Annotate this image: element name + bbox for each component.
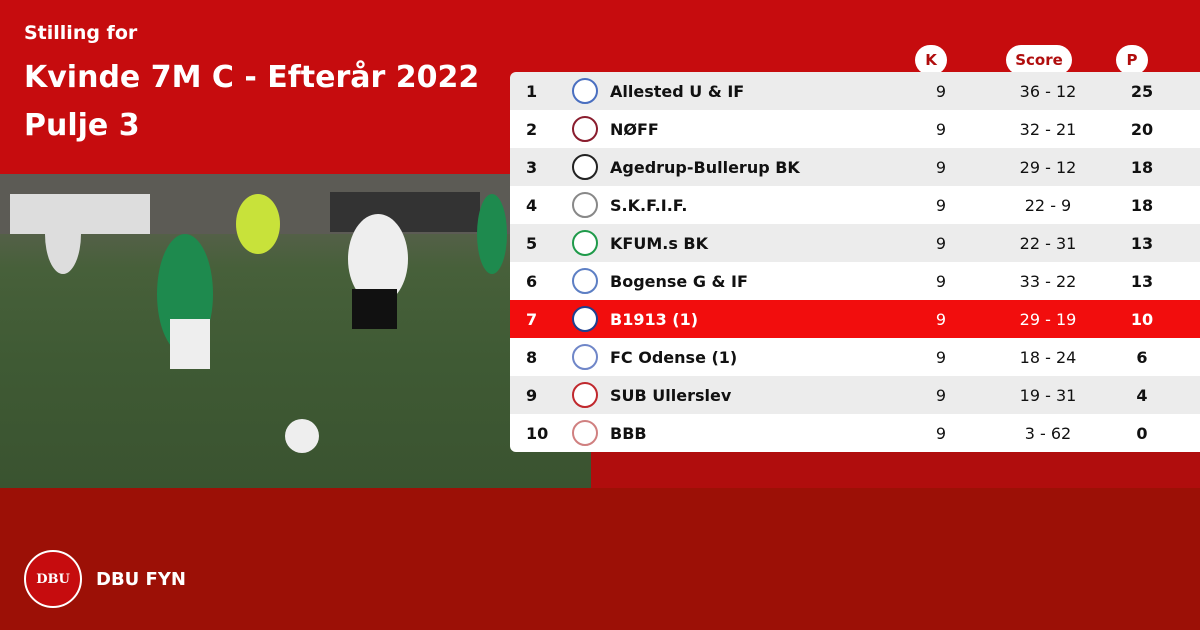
position: 1 — [526, 81, 538, 101]
matches-played: 9 — [935, 81, 947, 101]
matches-played: 9 — [935, 309, 947, 329]
points: 4 — [1136, 385, 1148, 405]
team-name: Allested U & IF — [610, 81, 745, 101]
team-name: NØFF — [610, 119, 659, 139]
position: 8 — [526, 347, 538, 367]
column-header-p: P — [1116, 45, 1148, 75]
points: 6 — [1136, 347, 1148, 367]
brand-name: DBU FYN — [96, 568, 186, 590]
position: 2 — [526, 119, 538, 139]
team-name: KFUM.s BK — [610, 233, 709, 253]
position: 9 — [526, 385, 538, 405]
team-name: BBB — [610, 423, 647, 443]
team-logo-icon — [560, 268, 610, 294]
team-logo-icon — [560, 154, 610, 180]
position: 10 — [526, 423, 549, 443]
goal-score: 19 - 31 — [1019, 385, 1077, 405]
points: 25 — [1130, 81, 1154, 101]
team-logo-icon — [560, 382, 610, 408]
goal-score: 29 - 19 — [1019, 309, 1077, 329]
table-row[interactable]: 10 BBB 9 3 - 62 0 — [510, 414, 1200, 452]
table-row[interactable]: 5 KFUM.s BK 9 22 - 31 13 — [510, 224, 1200, 262]
matches-played: 9 — [935, 423, 947, 443]
goal-score: 18 - 24 — [1019, 347, 1077, 367]
goal-score: 33 - 22 — [1019, 271, 1077, 291]
goal-score: 32 - 21 — [1019, 119, 1077, 139]
football-players-image — [0, 174, 591, 453]
matches-played: 9 — [935, 347, 947, 367]
table-row[interactable]: 7 B1913 (1) 9 29 - 19 10 — [510, 300, 1200, 338]
points: 10 — [1130, 309, 1154, 329]
goal-score: 36 - 12 — [1019, 81, 1077, 101]
dbu-logo: DBU — [24, 550, 82, 608]
team-name: S.K.F.I.F. — [610, 195, 688, 215]
table-row[interactable]: 3 Agedrup-Bullerup BK 9 29 - 12 18 — [510, 148, 1200, 186]
team-logo-icon — [560, 78, 610, 104]
team-name: B1913 (1) — [610, 309, 699, 329]
goal-score: 22 - 9 — [1024, 195, 1072, 215]
footer-brand: DBU DBU FYN — [24, 550, 186, 608]
matches-played: 9 — [935, 385, 947, 405]
table-row[interactable]: 2 NØFF 9 32 - 21 20 — [510, 110, 1200, 148]
goal-score: 29 - 12 — [1019, 157, 1077, 177]
title-line-2: Pulje 3 — [24, 108, 140, 143]
position: 7 — [526, 309, 538, 329]
team-logo-icon — [560, 192, 610, 218]
team-logo-icon — [560, 344, 610, 370]
team-logo-icon — [560, 306, 610, 332]
standings-table: 1 Allested U & IF 9 36 - 12 25 2 NØFF 9 3… — [510, 72, 1200, 452]
team-name: Agedrup-Bullerup BK — [610, 157, 800, 177]
matches-played: 9 — [935, 157, 947, 177]
table-row[interactable]: 4 S.K.F.I.F. 9 22 - 9 18 — [510, 186, 1200, 224]
matches-played: 9 — [935, 119, 947, 139]
goal-score: 22 - 31 — [1019, 233, 1077, 253]
team-logo-icon — [560, 116, 610, 142]
points: 13 — [1130, 233, 1154, 253]
matches-played: 9 — [935, 271, 947, 291]
table-row[interactable]: 6 Bogense G & IF 9 33 - 22 13 — [510, 262, 1200, 300]
points: 18 — [1130, 195, 1154, 215]
team-logo-icon — [560, 420, 610, 446]
points: 20 — [1130, 119, 1154, 139]
title-line-1: Kvinde 7M C - Efterår 2022 — [24, 60, 480, 95]
team-name: Bogense G & IF — [610, 271, 748, 291]
footer-band — [0, 488, 1200, 630]
table-row[interactable]: 9 SUB Ullerslev 9 19 - 31 4 — [510, 376, 1200, 414]
points: 0 — [1136, 423, 1148, 443]
points: 13 — [1130, 271, 1154, 291]
team-name: FC Odense (1) — [610, 347, 738, 367]
column-header-score: Score — [1006, 45, 1072, 75]
matches-played: 9 — [935, 233, 947, 253]
column-header-k: K — [915, 45, 947, 75]
goal-score: 3 - 62 — [1024, 423, 1072, 443]
table-row[interactable]: 1 Allested U & IF 9 36 - 12 25 — [510, 72, 1200, 110]
points: 18 — [1130, 157, 1154, 177]
page-title: Kvinde 7M C - Efterår 2022 Pulje 3 — [24, 54, 479, 150]
position: 5 — [526, 233, 538, 253]
position: 3 — [526, 157, 538, 177]
table-row[interactable]: 8 FC Odense (1) 9 18 - 24 6 — [510, 338, 1200, 376]
position: 6 — [526, 271, 538, 291]
position: 4 — [526, 195, 538, 215]
team-name: SUB Ullerslev — [610, 385, 732, 405]
match-photo — [0, 174, 591, 488]
team-logo-icon — [560, 230, 610, 256]
matches-played: 9 — [935, 195, 947, 215]
subtitle: Stilling for — [24, 22, 138, 44]
